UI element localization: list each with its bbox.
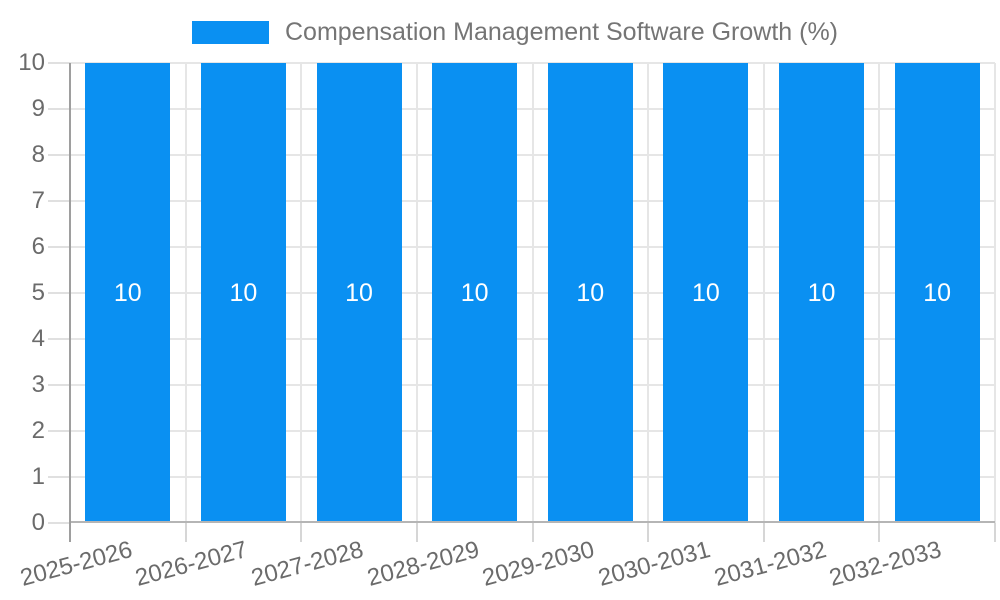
- legend-label: Compensation Management Software Growth …: [284, 18, 839, 46]
- bar-value-label: 10: [229, 279, 258, 307]
- x-tick-mark: [647, 523, 650, 542]
- y-tick-label: 10: [18, 49, 45, 76]
- bar-value-label: 10: [460, 279, 489, 307]
- y-tick-mark: [48, 108, 70, 110]
- y-tick-label: 3: [31, 371, 45, 398]
- bar-value-label: 10: [576, 279, 605, 307]
- y-tick-mark: [48, 246, 70, 248]
- bar: 10: [200, 63, 286, 523]
- bar: 10: [316, 63, 402, 523]
- y-tick-mark: [48, 430, 70, 432]
- y-tick-label: 1: [31, 463, 45, 490]
- y-tick-mark: [48, 338, 70, 340]
- gridline-vertical: [994, 63, 996, 523]
- bar-value-label: 10: [923, 279, 952, 307]
- bar: 10: [894, 63, 980, 523]
- y-axis-line: [69, 63, 71, 542]
- gridline-vertical: [531, 63, 534, 523]
- bar-value-label: 10: [692, 279, 720, 307]
- bar: 10: [85, 63, 171, 523]
- y-tick-label: 4: [31, 325, 45, 352]
- legend-swatch: [191, 21, 269, 44]
- x-tick-mark: [531, 523, 534, 542]
- y-tick-mark: [48, 384, 70, 386]
- y-tick-mark: [48, 200, 70, 202]
- x-tick-mark: [300, 523, 303, 542]
- bar-value-label: 10: [345, 279, 373, 307]
- y-tick-mark: [48, 292, 70, 294]
- y-tick-label: 7: [31, 187, 45, 214]
- plot-area: 0 1 2 3 4 5 6 7 8 9 10 10 2025-2026 10 2026-2027 10 2027…: [17, 49, 996, 592]
- x-tick-mark: [184, 523, 187, 542]
- y-tick-label: 9: [31, 95, 45, 122]
- gridline-vertical: [647, 63, 650, 523]
- x-tick-mark: [994, 523, 996, 542]
- gridline-vertical: [184, 63, 187, 523]
- x-tick-mark: [762, 523, 765, 542]
- y-tick-mark: [48, 476, 70, 478]
- y-tick-label: 6: [31, 233, 45, 260]
- bar: 10: [663, 63, 749, 523]
- y-tick-mark: [48, 62, 70, 64]
- y-tick-label: 5: [31, 279, 45, 306]
- y-tick-mark: [48, 154, 70, 156]
- y-tick-label: 0: [31, 509, 45, 536]
- bar-value-label: 10: [807, 279, 836, 307]
- bar: 10: [432, 63, 518, 523]
- y-tick-mark: [48, 522, 70, 524]
- x-axis-line: [70, 521, 995, 523]
- y-tick-label: 2: [31, 417, 45, 444]
- x-tick-mark: [878, 523, 881, 542]
- bar-value-label: 10: [113, 279, 142, 307]
- legend: Compensation Management Software Growth …: [15, 18, 1000, 47]
- gridline-vertical: [878, 63, 881, 523]
- gridline-vertical: [300, 63, 303, 523]
- bar: 10: [779, 63, 865, 523]
- gridline-vertical: [415, 63, 418, 523]
- gridline-vertical: [762, 63, 765, 523]
- y-tick-label: 8: [31, 141, 45, 168]
- bar: 10: [547, 63, 633, 523]
- x-tick-mark: [415, 523, 418, 542]
